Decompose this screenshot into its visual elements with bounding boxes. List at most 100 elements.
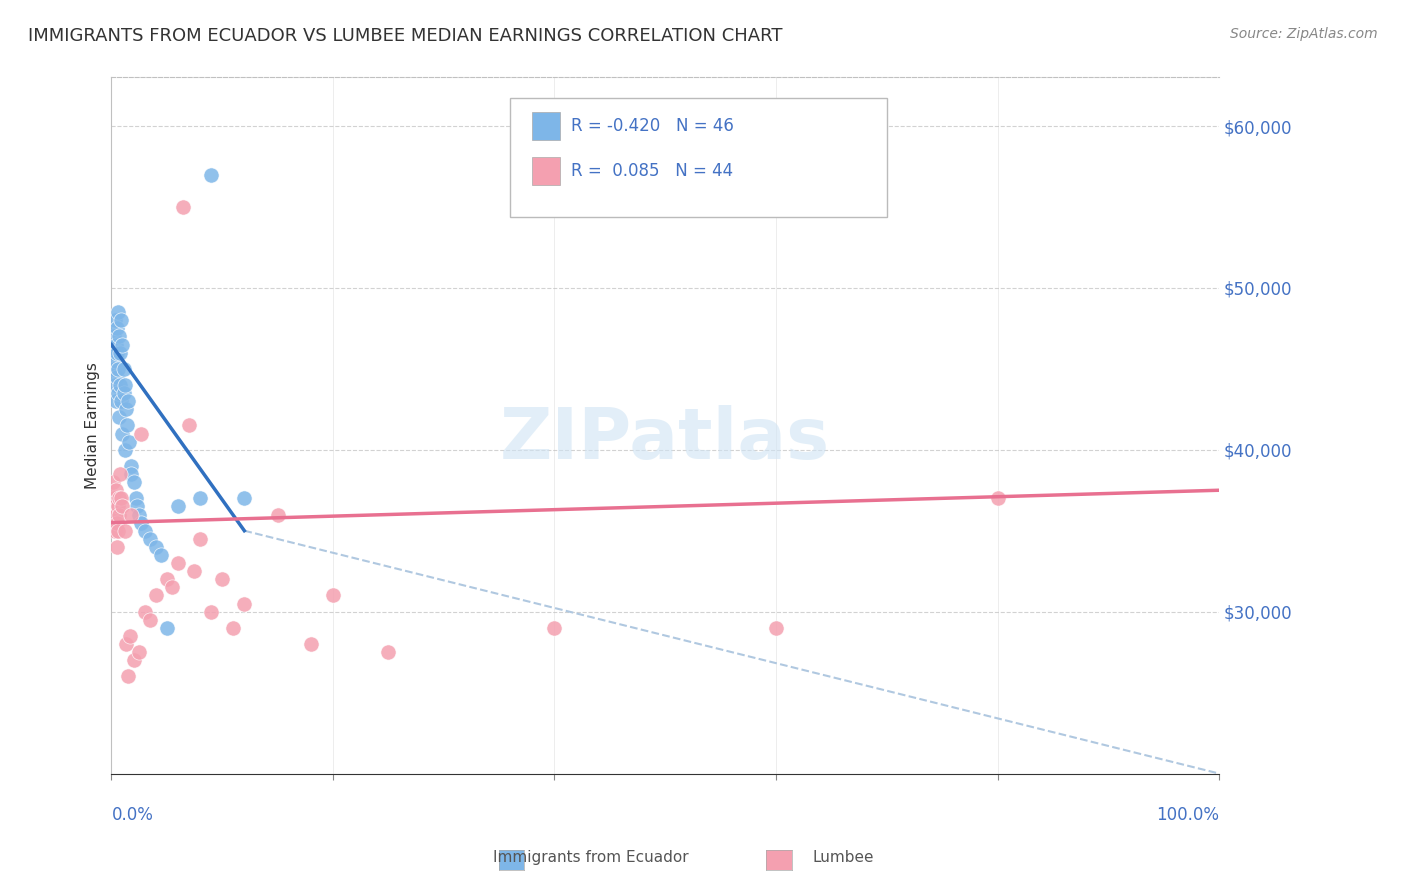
Point bbox=[117, 669, 139, 683]
Point bbox=[105, 345, 128, 359]
Point bbox=[177, 418, 200, 433]
Point bbox=[110, 467, 132, 481]
Point bbox=[131, 426, 153, 441]
FancyBboxPatch shape bbox=[533, 112, 560, 140]
Point bbox=[167, 500, 190, 514]
Point bbox=[103, 361, 125, 376]
Point bbox=[125, 500, 148, 514]
Point bbox=[110, 313, 132, 327]
Point bbox=[107, 386, 129, 401]
Point bbox=[125, 491, 148, 506]
Point bbox=[233, 491, 256, 506]
Point bbox=[104, 353, 127, 368]
Point bbox=[104, 508, 127, 522]
Point bbox=[299, 637, 322, 651]
Point bbox=[172, 200, 194, 214]
Point bbox=[117, 394, 139, 409]
Point bbox=[111, 500, 134, 514]
Point bbox=[765, 621, 787, 635]
Point bbox=[110, 378, 132, 392]
Point bbox=[139, 613, 162, 627]
Point bbox=[120, 467, 142, 481]
Point bbox=[134, 605, 156, 619]
Text: ZIPatlas: ZIPatlas bbox=[501, 405, 831, 474]
Text: Lumbee: Lumbee bbox=[813, 850, 875, 865]
Point bbox=[105, 370, 128, 384]
Point bbox=[120, 458, 142, 473]
Point bbox=[188, 491, 211, 506]
Point bbox=[110, 491, 132, 506]
Point bbox=[156, 572, 179, 586]
Point bbox=[108, 491, 131, 506]
Point bbox=[101, 475, 124, 490]
Point bbox=[128, 645, 150, 659]
Point bbox=[104, 313, 127, 327]
Point bbox=[104, 394, 127, 409]
Point bbox=[103, 491, 125, 506]
Point bbox=[104, 524, 127, 538]
Point bbox=[134, 524, 156, 538]
Point bbox=[162, 580, 184, 594]
Point bbox=[145, 589, 167, 603]
Point bbox=[233, 597, 256, 611]
Text: R = -0.420   N = 46: R = -0.420 N = 46 bbox=[571, 117, 734, 136]
Point bbox=[150, 548, 173, 562]
Point bbox=[110, 345, 132, 359]
Point bbox=[115, 418, 138, 433]
Point bbox=[266, 508, 288, 522]
Point bbox=[139, 532, 162, 546]
Text: 0.0%: 0.0% bbox=[111, 805, 153, 824]
Point bbox=[107, 500, 129, 514]
FancyBboxPatch shape bbox=[533, 158, 560, 186]
Point bbox=[107, 524, 129, 538]
Point bbox=[200, 605, 222, 619]
Point bbox=[120, 508, 142, 522]
Point bbox=[104, 500, 127, 514]
Point bbox=[114, 402, 136, 417]
Text: IMMIGRANTS FROM ECUADOR VS LUMBEE MEDIAN EARNINGS CORRELATION CHART: IMMIGRANTS FROM ECUADOR VS LUMBEE MEDIAN… bbox=[28, 27, 783, 45]
Point bbox=[101, 345, 124, 359]
Point bbox=[322, 589, 344, 603]
Point bbox=[107, 361, 129, 376]
Point bbox=[114, 637, 136, 651]
FancyBboxPatch shape bbox=[510, 98, 887, 217]
Point bbox=[167, 556, 190, 570]
Point bbox=[183, 564, 205, 578]
Point bbox=[200, 168, 222, 182]
Point bbox=[114, 524, 136, 538]
Y-axis label: Median Earnings: Median Earnings bbox=[86, 362, 100, 489]
Point bbox=[188, 532, 211, 546]
Point bbox=[103, 329, 125, 343]
Point bbox=[108, 508, 131, 522]
Point bbox=[120, 629, 142, 643]
Text: R =  0.085   N = 44: R = 0.085 N = 44 bbox=[571, 162, 733, 180]
Point bbox=[131, 516, 153, 530]
Point bbox=[104, 337, 127, 351]
Point bbox=[114, 442, 136, 457]
Point bbox=[128, 508, 150, 522]
Point bbox=[222, 621, 245, 635]
Point bbox=[105, 321, 128, 335]
Point bbox=[104, 378, 127, 392]
Point bbox=[122, 475, 145, 490]
Point bbox=[377, 645, 399, 659]
Point bbox=[118, 434, 141, 449]
Point bbox=[108, 410, 131, 425]
Text: 100.0%: 100.0% bbox=[1156, 805, 1219, 824]
Point bbox=[111, 426, 134, 441]
Point bbox=[156, 621, 179, 635]
Point bbox=[104, 483, 127, 498]
Point bbox=[111, 337, 134, 351]
Text: Immigrants from Ecuador: Immigrants from Ecuador bbox=[492, 850, 689, 865]
Point bbox=[108, 329, 131, 343]
Point bbox=[105, 516, 128, 530]
Point bbox=[122, 653, 145, 667]
Point bbox=[107, 305, 129, 319]
Point bbox=[987, 491, 1010, 506]
Point bbox=[112, 386, 135, 401]
Point bbox=[105, 540, 128, 554]
Point bbox=[211, 572, 233, 586]
Text: Source: ZipAtlas.com: Source: ZipAtlas.com bbox=[1230, 27, 1378, 41]
Point bbox=[114, 378, 136, 392]
Point bbox=[112, 361, 135, 376]
